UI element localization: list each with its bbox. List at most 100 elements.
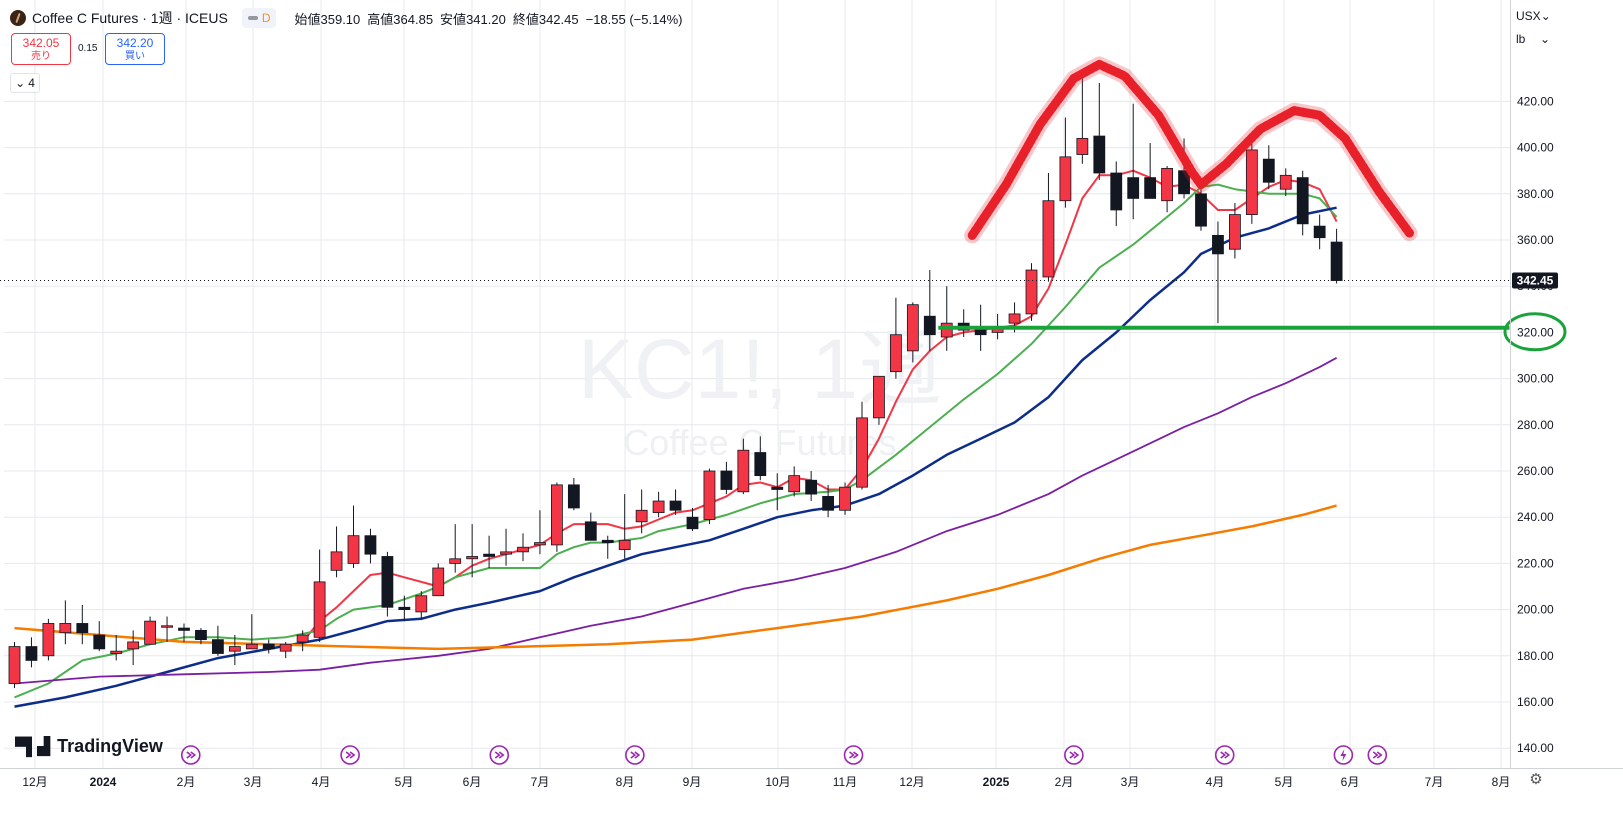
candle bbox=[93, 621, 106, 652]
candle-body bbox=[432, 567, 445, 597]
candle bbox=[76, 604, 89, 645]
candle-body bbox=[330, 551, 343, 571]
candle bbox=[703, 468, 716, 525]
y-tick-label: 300.00 bbox=[1517, 372, 1554, 386]
candle-body bbox=[923, 315, 936, 336]
y-tick-label: 320.00 bbox=[1517, 325, 1554, 339]
double-chevron-icon bbox=[186, 751, 197, 759]
candle bbox=[1093, 82, 1106, 180]
double-chevron-icon bbox=[1372, 751, 1383, 759]
x-tick-label: 2024 bbox=[90, 775, 117, 789]
candle bbox=[178, 623, 190, 642]
spread-value: 0.15 bbox=[78, 43, 98, 54]
candle bbox=[110, 635, 123, 661]
ohlc-label: 始値 bbox=[294, 11, 321, 27]
candle bbox=[296, 630, 309, 652]
ohlc-change: −18.55 (−5.14%) bbox=[585, 11, 683, 27]
x-tick-label: 12月 bbox=[22, 775, 47, 789]
double-chevron-icon bbox=[1220, 751, 1231, 759]
candle-body bbox=[500, 551, 512, 555]
dividend-marker-icon[interactable] bbox=[625, 745, 645, 765]
candle-body bbox=[1076, 137, 1089, 155]
candle bbox=[449, 524, 462, 573]
currency-select[interactable]: USX ⌄ bbox=[1512, 7, 1554, 25]
candle bbox=[25, 637, 38, 668]
candle-body bbox=[415, 595, 428, 613]
candle-body bbox=[652, 500, 665, 513]
double-chevron-icon bbox=[1069, 751, 1080, 759]
unit-select[interactable]: lb ⌄ bbox=[1512, 30, 1554, 48]
buy-button[interactable]: 342.20 買い bbox=[105, 33, 165, 65]
dividend-marker-icon[interactable] bbox=[340, 745, 360, 765]
candle bbox=[1262, 145, 1275, 190]
y-tick-label: 280.00 bbox=[1517, 418, 1554, 432]
candle-body bbox=[1127, 177, 1140, 199]
candle-body bbox=[1059, 156, 1072, 202]
candle-body bbox=[93, 634, 106, 650]
candle-body bbox=[1245, 149, 1258, 215]
candle-body bbox=[245, 643, 258, 650]
double-chevron-icon bbox=[630, 751, 641, 759]
candle bbox=[1229, 203, 1241, 259]
candle bbox=[839, 482, 851, 515]
event-markers bbox=[180, 745, 1388, 765]
candle-body bbox=[1178, 170, 1190, 195]
candle-body bbox=[839, 486, 851, 511]
candle-body bbox=[601, 539, 614, 544]
candle-body bbox=[805, 479, 818, 495]
indicators-toggle[interactable]: ⌄ 4 bbox=[10, 73, 40, 93]
candle-body bbox=[25, 646, 38, 661]
candle-body bbox=[856, 417, 868, 488]
candle bbox=[940, 286, 953, 351]
tradingview-logo[interactable]: ▀▌▟ TradingView bbox=[15, 736, 163, 757]
dividend-marker-icon[interactable] bbox=[489, 745, 510, 765]
candle-body bbox=[228, 646, 241, 652]
dividend-marker-icon[interactable] bbox=[1064, 745, 1084, 765]
buy-price: 342.20 bbox=[116, 36, 154, 50]
candle-body bbox=[262, 643, 275, 650]
candle-body bbox=[296, 634, 309, 643]
y-tick-label: 420.00 bbox=[1517, 94, 1554, 108]
dividend-marker-icon[interactable] bbox=[843, 745, 864, 765]
symbol-title[interactable]: Coffee C Futures · 1週 · ICEUS bbox=[32, 10, 228, 26]
settings-gear-icon[interactable]: ⚙ bbox=[1529, 771, 1543, 788]
candle-body bbox=[1093, 135, 1106, 174]
candle bbox=[1110, 161, 1123, 227]
candle-body bbox=[534, 542, 546, 546]
candle bbox=[584, 512, 597, 541]
candle-body bbox=[940, 322, 953, 338]
candle-body bbox=[635, 509, 648, 523]
candle bbox=[127, 630, 140, 666]
ohlc-readout: 始値359.10 高値364.85 安値341.20 終値342.45 −18.55 (… bbox=[294, 9, 682, 28]
candle bbox=[737, 438, 750, 495]
candle bbox=[856, 401, 868, 490]
dividend-marker-icon[interactable] bbox=[180, 745, 201, 765]
candle-body bbox=[313, 581, 326, 638]
last-price-label: 342.45 bbox=[1517, 274, 1554, 288]
interval-badge[interactable]: D bbox=[241, 8, 277, 28]
candle bbox=[1161, 166, 1173, 213]
candle-body bbox=[584, 521, 597, 541]
candle bbox=[228, 635, 241, 666]
x-tick-label: 3月 bbox=[244, 775, 263, 789]
candle bbox=[1245, 133, 1258, 224]
candle-body bbox=[1330, 241, 1343, 281]
dividend-marker-icon[interactable] bbox=[1367, 745, 1388, 765]
candle bbox=[1178, 138, 1190, 199]
dividend-marker-icon[interactable] bbox=[1214, 745, 1235, 765]
sell-button[interactable]: 342.05 売り bbox=[11, 33, 71, 65]
x-tick-label: 4月 bbox=[312, 775, 331, 789]
candle bbox=[432, 563, 445, 597]
candle-body bbox=[110, 650, 123, 654]
candle bbox=[754, 436, 767, 481]
y-tick-label: 380.00 bbox=[1517, 187, 1554, 201]
candle bbox=[1042, 173, 1055, 282]
candle bbox=[618, 494, 631, 559]
x-tick-label: 9月 bbox=[683, 775, 702, 789]
moving-average-ma10 bbox=[14, 183, 1338, 699]
earnings-marker-icon[interactable] bbox=[1333, 745, 1354, 765]
candle-body bbox=[195, 629, 207, 641]
candle-body bbox=[703, 470, 716, 520]
candle bbox=[1144, 142, 1157, 199]
